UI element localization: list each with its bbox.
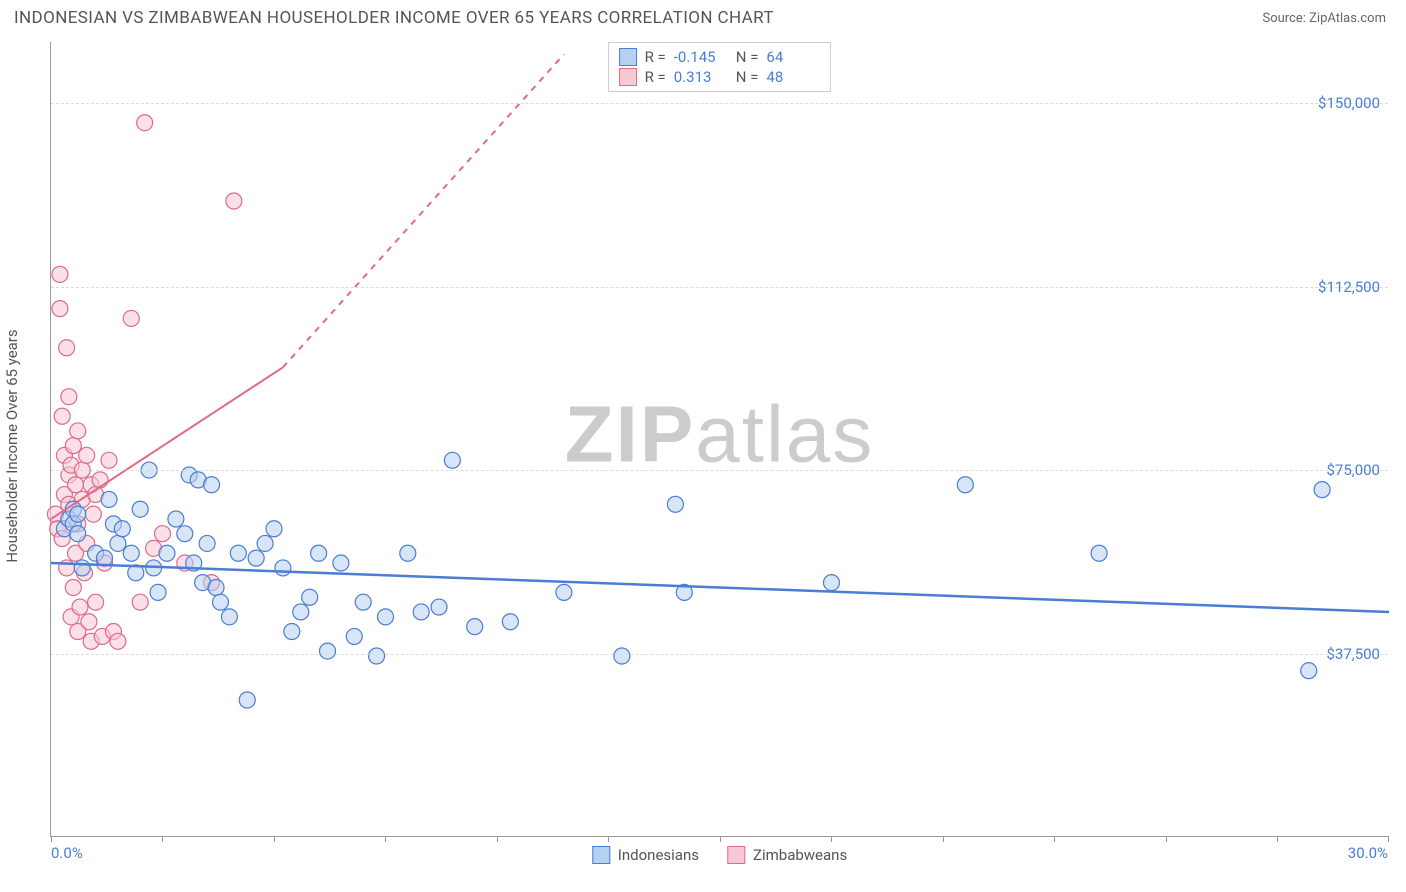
- x-tick: [162, 836, 163, 842]
- chart-title: INDONESIAN VS ZIMBABWEAN HOUSEHOLDER INC…: [14, 8, 774, 28]
- gridline: [51, 654, 1388, 655]
- legend-swatch: [727, 846, 745, 864]
- legend-item: Zimbabweans: [727, 846, 847, 864]
- stats-legend-box: R =-0.145N =64R =0.313N =48: [608, 42, 832, 92]
- x-tick: [943, 836, 944, 842]
- source-attribution: Source: ZipAtlas.com: [1262, 11, 1386, 26]
- scatter-plot-svg: [51, 42, 1388, 836]
- gridline: [51, 103, 1388, 104]
- x-axis-min-label: 0.0%: [51, 844, 83, 862]
- legend-label: Zimbabweans: [753, 846, 847, 864]
- x-tick: [1388, 836, 1389, 842]
- chart-plot-area: ZIPatlas R =-0.145N =64R =0.313N =48 0.0…: [50, 42, 1388, 837]
- stats-row: R =-0.145N =64: [619, 47, 821, 67]
- y-tick-label: $112,500: [1318, 278, 1380, 296]
- y-axis-label: Householder Income Over 65 years: [3, 329, 21, 562]
- y-tick-label: $75,000: [1326, 461, 1380, 479]
- gridline: [51, 287, 1388, 288]
- gridline: [51, 470, 1388, 471]
- y-tick-label: $150,000: [1318, 94, 1380, 112]
- x-tick: [51, 836, 52, 842]
- x-tick: [1054, 836, 1055, 842]
- x-tick: [1166, 836, 1167, 842]
- x-tick: [1277, 836, 1278, 842]
- legend-item: Indonesians: [592, 846, 699, 864]
- legend-swatch: [592, 846, 610, 864]
- stats-row: R =0.313N =48: [619, 67, 821, 87]
- x-tick: [274, 836, 275, 842]
- x-tick: [720, 836, 721, 842]
- x-tick: [608, 836, 609, 842]
- legend-label: Indonesians: [618, 846, 699, 864]
- x-tick: [497, 836, 498, 842]
- y-tick-label: $37,500: [1326, 645, 1380, 663]
- series-legend: Indonesians Zimbabweans: [592, 846, 847, 864]
- x-axis-max-label: 30.0%: [1348, 844, 1388, 862]
- x-tick: [831, 836, 832, 842]
- legend-swatch: [619, 48, 637, 66]
- x-tick: [385, 836, 386, 842]
- legend-swatch: [619, 68, 637, 86]
